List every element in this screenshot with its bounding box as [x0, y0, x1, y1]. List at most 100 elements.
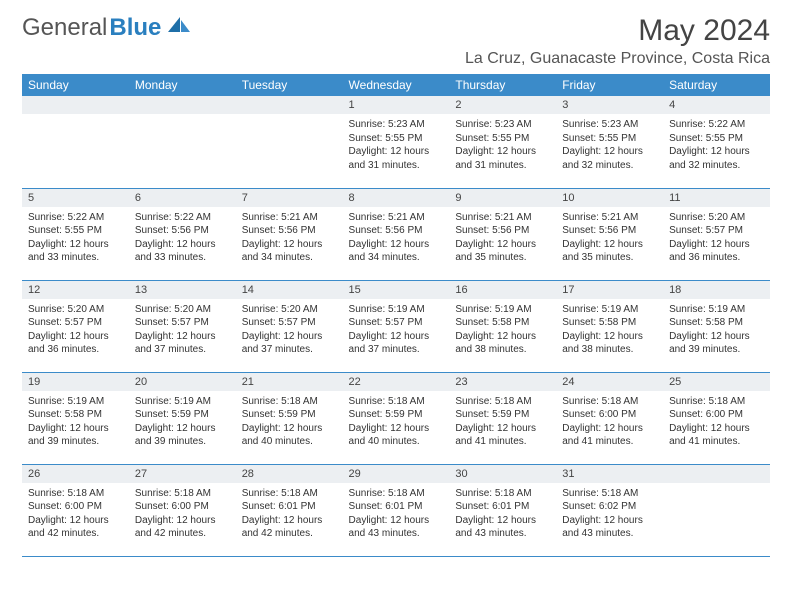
sunrise-text: Sunrise: 5:19 AM	[135, 395, 230, 409]
calendar-week-row: 1 Sunrise: 5:23 AMSunset: 5:55 PMDaylight…	[22, 96, 770, 188]
day-details: Sunrise: 5:19 AMSunset: 5:59 PMDaylight:…	[129, 391, 236, 455]
logo-text-blue: Blue	[109, 14, 161, 42]
calendar-day-cell: 1Sunrise: 5:23 AMSunset: 5:55 PMDaylight…	[343, 96, 450, 188]
day-details: Sunrise: 5:18 AMSunset: 6:02 PMDaylight:…	[556, 483, 663, 547]
day-details: Sunrise: 5:19 AMSunset: 5:57 PMDaylight:…	[343, 299, 450, 363]
calendar-table: SundayMondayTuesdayWednesdayThursdayFrid…	[22, 74, 770, 557]
sunset-text: Sunset: 5:59 PM	[349, 408, 444, 422]
sunrise-text: Sunrise: 5:18 AM	[242, 487, 337, 501]
day-number: 5	[22, 189, 129, 207]
sunset-text: Sunset: 5:59 PM	[135, 408, 230, 422]
day-details: Sunrise: 5:18 AMSunset: 6:00 PMDaylight:…	[22, 483, 129, 547]
daylight-text-2: and 43 minutes.	[562, 527, 657, 541]
day-number-bar	[236, 96, 343, 114]
calendar-day-cell: 19Sunrise: 5:19 AMSunset: 5:58 PMDayligh…	[22, 372, 129, 464]
daylight-text-2: and 42 minutes.	[28, 527, 123, 541]
day-number: 3	[556, 96, 663, 114]
daylight-text-2: and 42 minutes.	[242, 527, 337, 541]
day-number: 27	[129, 465, 236, 483]
sunset-text: Sunset: 5:55 PM	[562, 132, 657, 146]
sunrise-text: Sunrise: 5:18 AM	[669, 395, 764, 409]
day-details: Sunrise: 5:18 AMSunset: 5:59 PMDaylight:…	[449, 391, 556, 455]
sunset-text: Sunset: 5:58 PM	[562, 316, 657, 330]
day-number: 1	[343, 96, 450, 114]
daylight-text-1: Daylight: 12 hours	[242, 422, 337, 436]
sunrise-text: Sunrise: 5:22 AM	[28, 211, 123, 225]
calendar-day-cell: 4Sunrise: 5:22 AMSunset: 5:55 PMDaylight…	[663, 96, 770, 188]
day-details: Sunrise: 5:21 AMSunset: 5:56 PMDaylight:…	[236, 207, 343, 271]
day-details: Sunrise: 5:18 AMSunset: 5:59 PMDaylight:…	[343, 391, 450, 455]
day-number: 4	[663, 96, 770, 114]
weekday-header: Tuesday	[236, 74, 343, 96]
day-details: Sunrise: 5:21 AMSunset: 5:56 PMDaylight:…	[556, 207, 663, 271]
sunrise-text: Sunrise: 5:22 AM	[135, 211, 230, 225]
sunset-text: Sunset: 6:00 PM	[669, 408, 764, 422]
calendar-day-cell: 12Sunrise: 5:20 AMSunset: 5:57 PMDayligh…	[22, 280, 129, 372]
day-details: Sunrise: 5:23 AMSunset: 5:55 PMDaylight:…	[556, 114, 663, 178]
daylight-text-2: and 36 minutes.	[28, 343, 123, 357]
sunrise-text: Sunrise: 5:22 AM	[669, 118, 764, 132]
daylight-text-1: Daylight: 12 hours	[455, 422, 550, 436]
day-details: Sunrise: 5:18 AMSunset: 6:00 PMDaylight:…	[663, 391, 770, 455]
sunrise-text: Sunrise: 5:21 AM	[455, 211, 550, 225]
day-number: 15	[343, 281, 450, 299]
calendar-day-cell: 3Sunrise: 5:23 AMSunset: 5:55 PMDaylight…	[556, 96, 663, 188]
daylight-text-2: and 34 minutes.	[242, 251, 337, 265]
sunrise-text: Sunrise: 5:19 AM	[669, 303, 764, 317]
daylight-text-1: Daylight: 12 hours	[242, 238, 337, 252]
daylight-text-1: Daylight: 12 hours	[349, 514, 444, 528]
calendar-day-cell: 15Sunrise: 5:19 AMSunset: 5:57 PMDayligh…	[343, 280, 450, 372]
sunset-text: Sunset: 5:58 PM	[455, 316, 550, 330]
daylight-text-1: Daylight: 12 hours	[349, 238, 444, 252]
daylight-text-2: and 37 minutes.	[242, 343, 337, 357]
day-number: 28	[236, 465, 343, 483]
sunset-text: Sunset: 5:55 PM	[669, 132, 764, 146]
daylight-text-2: and 35 minutes.	[455, 251, 550, 265]
daylight-text-1: Daylight: 12 hours	[562, 514, 657, 528]
calendar-day-cell: 6Sunrise: 5:22 AMSunset: 5:56 PMDaylight…	[129, 188, 236, 280]
sunrise-text: Sunrise: 5:18 AM	[455, 487, 550, 501]
daylight-text-1: Daylight: 12 hours	[28, 422, 123, 436]
sunrise-text: Sunrise: 5:19 AM	[562, 303, 657, 317]
day-number: 30	[449, 465, 556, 483]
calendar-body: 1Sunrise: 5:23 AMSunset: 5:55 PMDaylight…	[22, 96, 770, 556]
sunset-text: Sunset: 5:56 PM	[349, 224, 444, 238]
calendar-week-row: 12Sunrise: 5:20 AMSunset: 5:57 PMDayligh…	[22, 280, 770, 372]
daylight-text-2: and 36 minutes.	[669, 251, 764, 265]
weekday-header: Wednesday	[343, 74, 450, 96]
day-details: Sunrise: 5:19 AMSunset: 5:58 PMDaylight:…	[22, 391, 129, 455]
day-details: Sunrise: 5:20 AMSunset: 5:57 PMDaylight:…	[236, 299, 343, 363]
sunrise-text: Sunrise: 5:20 AM	[28, 303, 123, 317]
sunrise-text: Sunrise: 5:23 AM	[455, 118, 550, 132]
day-number: 16	[449, 281, 556, 299]
sunset-text: Sunset: 5:56 PM	[455, 224, 550, 238]
day-number: 7	[236, 189, 343, 207]
sunrise-text: Sunrise: 5:18 AM	[28, 487, 123, 501]
sunset-text: Sunset: 6:01 PM	[242, 500, 337, 514]
calendar-day-cell: 26Sunrise: 5:18 AMSunset: 6:00 PMDayligh…	[22, 464, 129, 556]
calendar-day-cell: 8Sunrise: 5:21 AMSunset: 5:56 PMDaylight…	[343, 188, 450, 280]
sunrise-text: Sunrise: 5:18 AM	[349, 395, 444, 409]
day-number-bar	[129, 96, 236, 114]
sunrise-text: Sunrise: 5:20 AM	[135, 303, 230, 317]
daylight-text-2: and 43 minutes.	[349, 527, 444, 541]
daylight-text-2: and 39 minutes.	[135, 435, 230, 449]
daylight-text-2: and 37 minutes.	[349, 343, 444, 357]
calendar-day-cell: 29Sunrise: 5:18 AMSunset: 6:01 PMDayligh…	[343, 464, 450, 556]
calendar-day-cell: 2Sunrise: 5:23 AMSunset: 5:55 PMDaylight…	[449, 96, 556, 188]
day-number-bar	[663, 465, 770, 483]
sunset-text: Sunset: 5:58 PM	[669, 316, 764, 330]
sunset-text: Sunset: 5:57 PM	[242, 316, 337, 330]
calendar-day-cell: 20Sunrise: 5:19 AMSunset: 5:59 PMDayligh…	[129, 372, 236, 464]
daylight-text-1: Daylight: 12 hours	[455, 330, 550, 344]
day-details: Sunrise: 5:19 AMSunset: 5:58 PMDaylight:…	[556, 299, 663, 363]
sunrise-text: Sunrise: 5:18 AM	[349, 487, 444, 501]
calendar-day-cell: 30Sunrise: 5:18 AMSunset: 6:01 PMDayligh…	[449, 464, 556, 556]
day-number: 12	[22, 281, 129, 299]
day-details: Sunrise: 5:20 AMSunset: 5:57 PMDaylight:…	[129, 299, 236, 363]
day-number: 6	[129, 189, 236, 207]
sunset-text: Sunset: 5:55 PM	[28, 224, 123, 238]
daylight-text-2: and 31 minutes.	[455, 159, 550, 173]
sunset-text: Sunset: 5:56 PM	[135, 224, 230, 238]
daylight-text-1: Daylight: 12 hours	[135, 514, 230, 528]
